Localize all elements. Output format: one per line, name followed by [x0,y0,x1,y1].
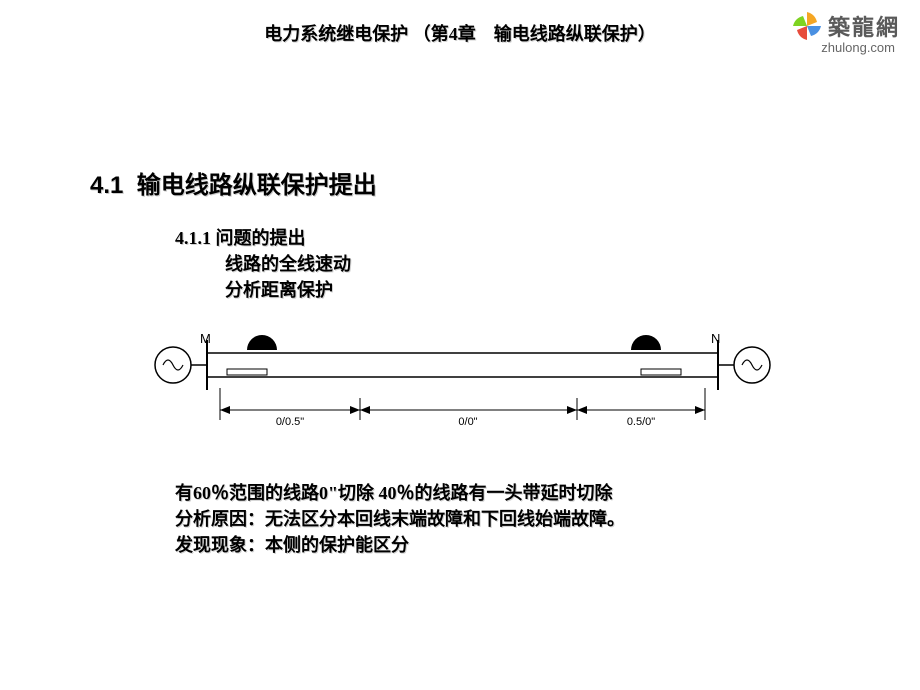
body-line1: 有60％范围的线路0"切除 40％的线路有一头带延时切除 [175,480,625,506]
subsection-heading: 4.1.1 问题的提出 [175,225,351,251]
subsection-line1: 线路的全线速动 [175,251,351,277]
logo-brand-text: 築龍網 [828,10,900,42]
brand-logo: 築龍網 [791,10,900,42]
subsection-line2: 分析距离保护 [175,277,351,303]
header-title: 电力系统继电保护 （第4章 输电线路纵联保护） [264,24,656,44]
page-header: 电力系统继电保护 （第4章 输电线路纵联保护） [0,20,920,46]
body-line2: 分析原因：无法区分本回线末端故障和下回线始端故障。 [175,506,625,532]
line-protection-diagram: M N 0/0.5" 0/0 [145,310,780,440]
subsection-block: 4.1.1 问题的提出 线路的全线速动 分析距离保护 [175,225,351,303]
pinwheel-icon [791,10,823,42]
logo-url: zhulong.com [821,40,895,55]
zone2-label: 0/0" [458,416,477,428]
zone1-label: 0/0.5" [276,416,304,428]
section-number: 4.1 [90,172,123,199]
label-m: M [200,331,211,346]
body-text: 有60％范围的线路0"切除 40％的线路有一头带延时切除 分析原因：无法区分本回… [175,480,625,558]
body-line3: 发现现象：本侧的保护能区分 [175,532,625,558]
section-title: 4.1 输电线路纵联保护提出 [90,165,377,200]
zone3-label: 0.5/0" [627,416,655,428]
section-heading: 输电线路纵联保护提出 [137,172,377,199]
